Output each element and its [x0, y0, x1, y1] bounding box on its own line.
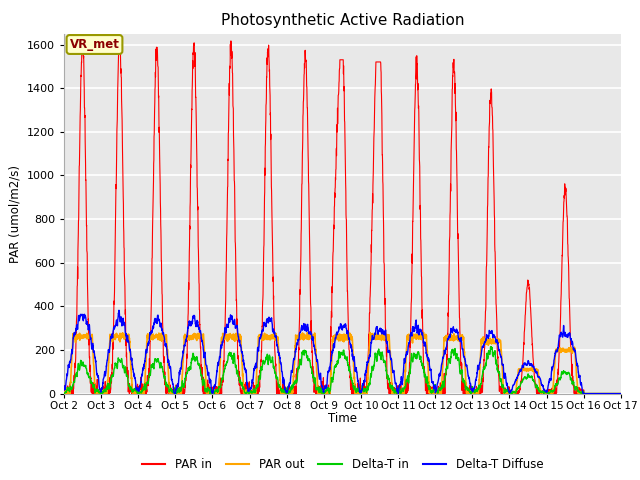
- Text: VR_met: VR_met: [70, 38, 120, 51]
- X-axis label: Time: Time: [328, 412, 357, 425]
- Legend: PAR in, PAR out, Delta-T in, Delta-T Diffuse: PAR in, PAR out, Delta-T in, Delta-T Dif…: [137, 454, 548, 476]
- Title: Photosynthetic Active Radiation: Photosynthetic Active Radiation: [221, 13, 464, 28]
- Y-axis label: PAR (umol/m2/s): PAR (umol/m2/s): [8, 165, 21, 263]
